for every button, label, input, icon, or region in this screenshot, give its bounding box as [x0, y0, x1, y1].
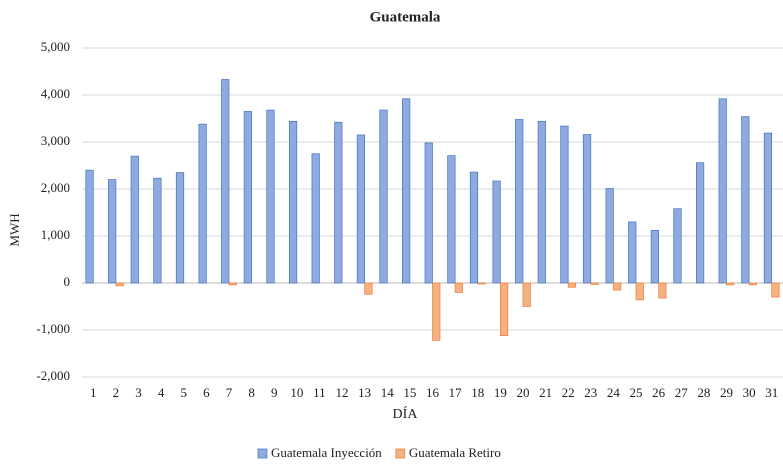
x-tick-label: 30 — [743, 385, 756, 400]
bar — [515, 119, 524, 284]
y-tick-label: 2,000 — [41, 180, 70, 195]
bar — [153, 177, 162, 284]
y-axis-label: MWH — [7, 213, 22, 246]
x-tick-label: 28 — [697, 385, 710, 400]
x-tick-label: 20 — [516, 385, 529, 400]
x-tick-label: 2 — [113, 385, 120, 400]
x-tick-label: 29 — [720, 385, 733, 400]
x-tick-label: 31 — [765, 385, 778, 400]
x-tick-label: 8 — [248, 385, 255, 400]
x-tick-label: 4 — [158, 385, 165, 400]
bar — [432, 282, 441, 341]
x-tick-label: 6 — [203, 385, 210, 400]
bar — [454, 282, 463, 293]
x-tick-label: 5 — [181, 385, 188, 400]
bar — [696, 162, 705, 284]
bar — [356, 134, 366, 284]
x-tick-label: 24 — [607, 385, 621, 400]
x-tick-label: 14 — [381, 385, 395, 400]
bar — [85, 169, 94, 284]
x-tick-label: 17 — [449, 385, 463, 400]
y-tick-label: 4,000 — [41, 86, 70, 101]
bar — [492, 180, 501, 284]
bar — [364, 282, 373, 295]
x-tick-label: 16 — [426, 385, 440, 400]
bar — [673, 208, 682, 284]
x-tick-label: 12 — [336, 385, 349, 400]
bar — [130, 155, 139, 284]
bar — [108, 179, 117, 284]
bar — [658, 282, 667, 299]
bar — [718, 98, 727, 284]
bar — [522, 282, 531, 307]
x-tick-label: 22 — [562, 385, 575, 400]
bar — [582, 134, 592, 284]
bar — [115, 282, 124, 287]
bar — [605, 188, 614, 284]
x-tick-label: 11 — [313, 385, 326, 400]
bar — [635, 282, 644, 301]
x-tick-label: 26 — [652, 385, 666, 400]
bar — [424, 142, 433, 284]
bar — [311, 153, 320, 284]
bar — [402, 98, 411, 284]
x-axis-label: DÍA — [393, 405, 419, 422]
x-tick-label: 9 — [271, 385, 278, 400]
bar — [334, 121, 343, 284]
bar — [628, 221, 637, 284]
x-tick-label: 27 — [675, 385, 689, 400]
bar — [499, 282, 509, 336]
bar — [613, 282, 622, 291]
x-tick-label: 23 — [584, 385, 597, 400]
x-tick-label: 1 — [90, 385, 97, 400]
x-tick-label: 13 — [358, 385, 371, 400]
y-tick-label: 3,000 — [41, 133, 70, 148]
y-tick-label: 5,000 — [41, 39, 70, 54]
x-tick-label: 18 — [471, 385, 484, 400]
bar — [741, 116, 750, 284]
bar — [537, 120, 546, 284]
x-tick-label: 15 — [403, 385, 416, 400]
bar — [469, 171, 479, 284]
legend-swatch — [395, 448, 406, 459]
y-tick-label: -1,000 — [36, 321, 70, 336]
bar — [243, 111, 252, 284]
x-tick-label: 25 — [630, 385, 643, 400]
y-tick-label: -2,000 — [36, 368, 70, 383]
bar — [175, 172, 185, 284]
bar — [447, 155, 456, 284]
legend-label: Guatemala Inyección — [271, 445, 382, 460]
chart-title: Guatemala — [370, 9, 441, 25]
x-tick-label: 19 — [494, 385, 507, 400]
bar — [726, 282, 735, 286]
x-tick-label: 21 — [539, 385, 552, 400]
bar — [198, 123, 207, 284]
bar — [748, 282, 757, 286]
x-tick-label: 10 — [290, 385, 303, 400]
legend-swatch — [257, 448, 268, 459]
bar — [763, 132, 773, 284]
bar — [771, 282, 780, 298]
bar — [228, 282, 237, 286]
bar — [650, 230, 659, 284]
bar — [560, 125, 569, 284]
y-tick-label: 1,000 — [41, 227, 70, 242]
bar — [477, 282, 486, 285]
legend-label: Guatemala Retiro — [409, 445, 501, 460]
bar — [567, 282, 577, 288]
y-tick-label: 0 — [64, 274, 71, 289]
bar — [266, 109, 275, 284]
bar — [288, 120, 298, 284]
bar — [590, 282, 599, 285]
x-tick-label: 3 — [135, 385, 142, 400]
x-tick-label: 7 — [226, 385, 233, 400]
bar — [221, 79, 230, 284]
bar — [379, 109, 388, 284]
